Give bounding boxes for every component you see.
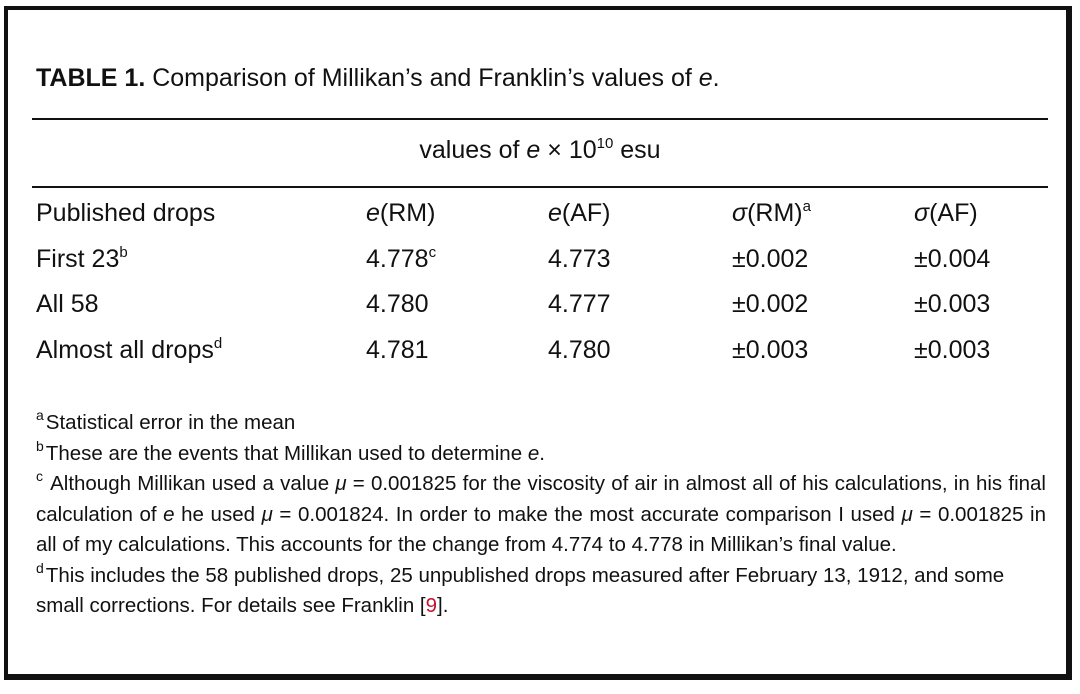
cell-sigma-rm: ±0.002 xyxy=(732,290,809,318)
column-header-e-rm: e(RM) xyxy=(366,199,436,227)
column-header-sigma-rm: σ(RM)a xyxy=(732,198,811,227)
cell-sigma-rm: ±0.003 xyxy=(732,336,809,364)
caption-variable: e xyxy=(698,64,713,92)
group-header-exponent: 10 xyxy=(596,135,614,152)
cell-sigma-af: ±0.003 xyxy=(914,336,991,364)
table-frame: TABLE 1. Comparison of Millikan’s and Fr… xyxy=(4,6,1072,680)
cell-e-af: 4.780 xyxy=(548,336,611,364)
row-label: All 58 xyxy=(36,290,99,318)
header-rule xyxy=(32,186,1048,188)
footnote-c: c Although Millikan used a value μ = 0.0… xyxy=(36,468,1047,556)
cell-e-rm: 4.780 xyxy=(366,290,429,318)
column-header-drops: Published drops xyxy=(36,199,216,227)
table-footnotes: aStatistical error in the mean bThese ar… xyxy=(36,408,1046,622)
column-header-sigma-af: σ(AF) xyxy=(914,199,978,227)
group-header-times: × 10 xyxy=(540,136,597,164)
table-caption: TABLE 1. Comparison of Millikan’s and Fr… xyxy=(36,64,720,93)
column-header-e-af: e(AF) xyxy=(548,199,611,227)
group-header-unit: esu xyxy=(613,136,661,164)
footnote-d: dThis includes the 58 published drops, 2… xyxy=(36,559,1005,618)
group-header-variable: e xyxy=(526,136,541,164)
reference-link[interactable]: 9 xyxy=(425,594,438,617)
group-header-prefix: values of xyxy=(419,136,527,164)
table-label: TABLE 1. xyxy=(36,64,146,92)
caption-text: Comparison of Millikan’s and Franklin’s … xyxy=(145,64,699,92)
cell-sigma-rm: ±0.002 xyxy=(732,245,809,273)
top-rule xyxy=(32,118,1048,120)
caption-end: . xyxy=(712,64,720,92)
cell-e-af: 4.773 xyxy=(548,245,611,273)
cell-e-rm: 4.778c xyxy=(366,244,437,273)
footnote-a: aStatistical error in the mean xyxy=(36,407,296,434)
cell-e-af: 4.777 xyxy=(548,290,611,318)
row-label: Almost all dropsd xyxy=(36,335,223,364)
column-group-header: values of e × 1010 esu xyxy=(32,136,1048,165)
cell-sigma-af: ±0.003 xyxy=(914,290,991,318)
cell-e-rm: 4.781 xyxy=(366,336,429,364)
cell-sigma-af: ±0.004 xyxy=(914,245,991,273)
footnote-b: bThese are the events that Millikan used… xyxy=(36,437,545,465)
row-label: First 23b xyxy=(36,244,128,273)
